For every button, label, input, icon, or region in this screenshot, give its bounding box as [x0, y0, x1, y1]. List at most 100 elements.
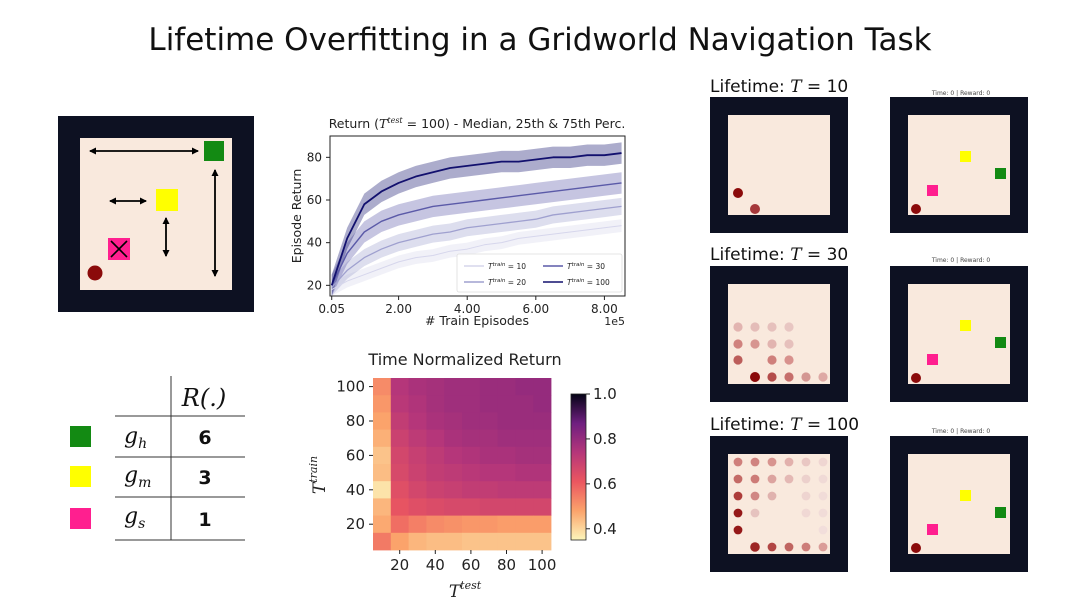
heatmap-cell — [515, 481, 534, 499]
return-line-chart: Return (Ttest = 100) - Median, 25th & 75… — [289, 116, 626, 328]
agent-circle — [733, 188, 743, 198]
goal-medium-square — [960, 490, 971, 501]
line-chart-legend: Ttrain = 10 Ttrain = 20 Ttrain = 30 Ttrain … — [456, 253, 623, 293]
heatmap-cell — [462, 464, 481, 482]
heatmap-cell — [515, 378, 534, 396]
gridworld-overlay — [87, 141, 224, 281]
percentile-band-0 — [331, 219, 622, 296]
heatmap-cell — [390, 446, 409, 465]
goal-medium-square — [156, 189, 178, 211]
heatmap-cell — [533, 446, 552, 465]
agent-circle — [911, 204, 921, 214]
start-panel-3 — [890, 436, 1028, 572]
heatmap-chart: Time Normalized Return 20 40 60 80 100 20 40 6… — [307, 350, 617, 600]
goal-medium-square — [960, 151, 971, 162]
agent-circle — [911, 543, 921, 553]
series-line-1 — [331, 205, 622, 288]
heatmap-cell — [462, 429, 481, 448]
reward-table-header: R(.) — [181, 384, 226, 412]
trajectory-panel-30 — [710, 266, 848, 402]
heatmap-cell — [373, 395, 392, 413]
mini-caption-3: Time: 0 | Reward: 0 — [931, 428, 991, 435]
line-chart-offset: 1e5 — [604, 315, 625, 328]
heatmap-cell — [408, 412, 427, 430]
goal-high-square — [995, 507, 1006, 518]
y-tick-label: 60 — [346, 446, 365, 464]
heatmap-cell — [479, 446, 498, 465]
x-tick-label: 80 — [497, 556, 516, 574]
goal-small-swatch — [70, 508, 91, 529]
heatmap-cell — [462, 412, 481, 430]
heatmap-cell — [444, 498, 463, 516]
heatmap-cell — [426, 378, 445, 396]
heatmap-cell — [390, 412, 409, 430]
heatmap-cell — [390, 532, 409, 551]
goal-high-symbol: gh — [124, 424, 147, 452]
gridworld-floor — [80, 138, 232, 290]
series-line-3 — [330, 152, 622, 286]
heatmap-cell — [533, 515, 552, 534]
heatmap-cell — [408, 515, 427, 534]
line-chart-title: Return (Ttest = 100) - Median, 25th & 75… — [329, 116, 626, 131]
heatmap-cell — [373, 464, 392, 482]
heatmap-cell — [426, 515, 445, 534]
heatmap-cell — [497, 395, 516, 413]
heatmap-cell — [479, 532, 498, 551]
percentile-band-1 — [331, 197, 622, 296]
heatmap-cell — [444, 515, 463, 534]
heatmap-cell — [533, 498, 552, 516]
trajectory-panel-10 — [710, 97, 848, 233]
heatmap-cell — [390, 464, 409, 482]
heatmap-cell — [444, 395, 463, 413]
heatmap-cell — [515, 532, 534, 551]
x-tick-label: 6.00 — [522, 302, 549, 316]
goal-small-square — [927, 354, 938, 365]
heatmap-cell — [390, 378, 409, 396]
heatmap-colorbar-ticks: 0.4 0.6 0.8 1.0 — [586, 385, 617, 538]
heatmap-cell — [444, 481, 463, 499]
line-chart-xticks: 0.05 2.00 4.00 6.00 8.00 — [318, 296, 618, 316]
trajectory-panel-100 — [710, 436, 848, 572]
goal-medium-reward: 3 — [198, 467, 211, 489]
goal-high-square — [995, 337, 1006, 348]
heatmap-cell — [408, 532, 427, 551]
goal-small-reward: 1 — [198, 509, 211, 531]
x-tick-label: 60 — [461, 556, 480, 574]
agent-circle — [750, 372, 760, 382]
lifetime-label-10: Lifetime: T = 10 — [710, 77, 849, 97]
heatmap-cell — [390, 481, 409, 499]
goal-high-reward: 6 — [198, 427, 211, 449]
main-gridworld — [58, 116, 254, 312]
heatmap-cell — [373, 481, 392, 499]
x-tick-label: 4.00 — [454, 302, 481, 316]
heatmap-cell — [497, 515, 516, 534]
heatmap-cell — [426, 446, 445, 465]
start-panel-2 — [890, 266, 1028, 402]
goal-medium-swatch — [70, 466, 91, 487]
heatmap-cell — [497, 446, 516, 465]
legend-label-1: Ttrain = 20 — [488, 278, 526, 287]
y-tick-label: 100 — [336, 378, 365, 396]
heatmap-cell — [497, 481, 516, 499]
heatmap-cell — [408, 446, 427, 465]
heatmap-cell — [444, 378, 463, 396]
heatmap-yticks: 20 40 60 80 100 — [336, 378, 373, 533]
heatmap-cell — [497, 464, 516, 482]
heatmap-cell — [426, 481, 445, 499]
heatmap-cell — [515, 429, 534, 448]
heatmap-cell — [533, 412, 552, 430]
y-tick-label: 80 — [346, 412, 365, 430]
heatmap-cell — [408, 378, 427, 396]
heatmap-cell — [444, 532, 463, 551]
heatmap-colorbar — [570, 393, 587, 541]
heatmap-cell — [533, 429, 552, 448]
heatmap-cell — [462, 481, 481, 499]
x-tick-label: 2.00 — [385, 302, 412, 316]
colorbar-tick-label: 1.0 — [593, 385, 617, 403]
heatmap-cell — [533, 378, 552, 396]
heatmap-cell — [462, 446, 481, 465]
colorbar-tick-label: 0.8 — [593, 430, 617, 448]
heatmap-cell — [462, 532, 481, 551]
heatmap-cell — [479, 481, 498, 499]
heatmap-cell — [497, 532, 516, 551]
